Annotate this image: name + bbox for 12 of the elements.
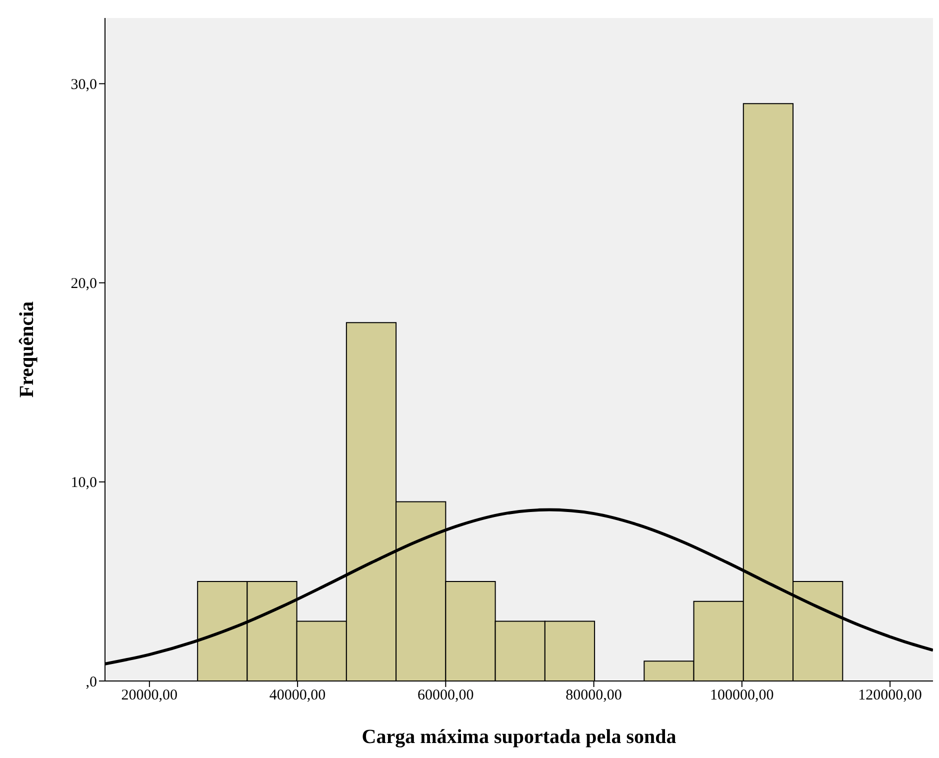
y-tick-label: 10,0 [70, 475, 97, 492]
x-axis-title: Carga máxima suportada pela sonda [362, 726, 676, 748]
y-tick-label: 30,0 [70, 77, 97, 94]
x-tick-label: 120000,00 [858, 688, 922, 704]
y-axis-title: Frequência [16, 301, 38, 398]
x-tick-label: 60000,00 [418, 688, 474, 704]
x-tick-label: 100000,00 [710, 688, 774, 704]
x-tick-label: 20000,00 [121, 688, 178, 704]
x-tick-label: 40000,00 [269, 688, 326, 704]
x-tick-label: 80000,00 [566, 688, 622, 704]
y-tick-label: 20,0 [70, 276, 97, 292]
y-tick-label: ,0 [86, 674, 97, 690]
